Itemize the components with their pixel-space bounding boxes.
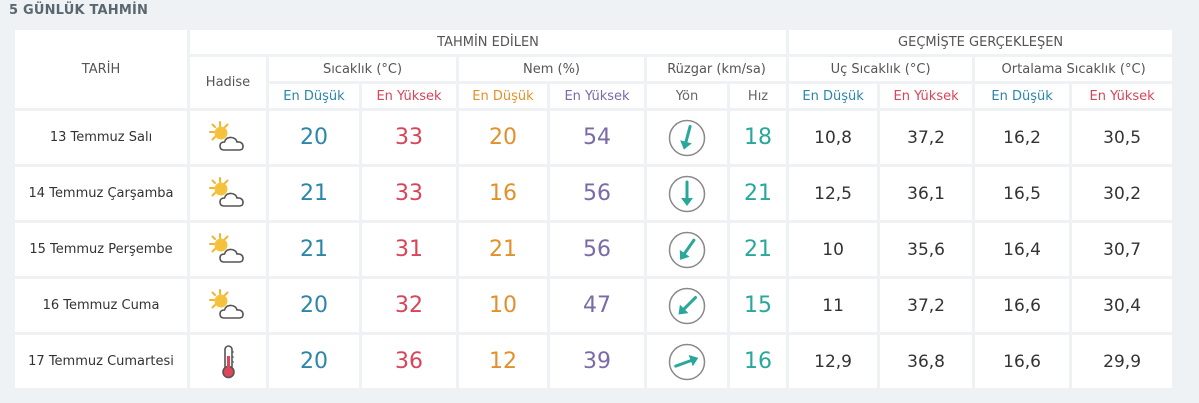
- row-avg-high: 30,7: [1072, 223, 1173, 276]
- table-row: 17 Temmuz Cumartesi 20 36 12 39 16 12,9 …: [15, 335, 1173, 388]
- header-avg-high: En Yüksek: [1072, 84, 1173, 108]
- row-avg-low: 16,5: [975, 167, 1070, 220]
- partly-cloudy-icon: [206, 232, 250, 268]
- row-event: [190, 223, 266, 276]
- header-temp-low: En Düşük: [269, 84, 359, 108]
- header-temp-high: En Yüksek: [362, 84, 456, 108]
- row-date: 16 Temmuz Cuma: [15, 279, 187, 332]
- row-temp-low: 20: [269, 335, 359, 388]
- row-ext-high: 37,2: [880, 111, 973, 164]
- row-date: 17 Temmuz Cumartesi: [15, 335, 187, 388]
- wind-direction-arrow-icon: [667, 342, 707, 382]
- row-wind-speed: 15: [730, 279, 787, 332]
- header-wind-speed: Hız: [730, 84, 787, 108]
- row-hum-low: 12: [459, 335, 547, 388]
- wind-direction-arrow-icon: [667, 286, 707, 326]
- table-row: 15 Temmuz Perşembe 21 31 21 56 21 10 35,…: [15, 223, 1173, 276]
- header-date: TARİH: [15, 30, 187, 108]
- header-hum-high: En Yüksek: [550, 84, 644, 108]
- row-ext-low: 10,8: [789, 111, 878, 164]
- partly-cloudy-icon: [206, 288, 250, 324]
- row-wind-speed: 21: [730, 167, 787, 220]
- header-humidity: Nem (%): [459, 57, 644, 81]
- row-wind-dir: [647, 223, 727, 276]
- row-event: [190, 111, 266, 164]
- header-avg-low: En Düşük: [975, 84, 1070, 108]
- row-avg-high: 30,4: [1072, 279, 1173, 332]
- row-event: [190, 335, 266, 388]
- row-hum-low: 21: [459, 223, 547, 276]
- row-wind-speed: 18: [730, 111, 787, 164]
- row-avg-high: 30,2: [1072, 167, 1173, 220]
- row-avg-low: 16,6: [975, 335, 1070, 388]
- header-ext-low: En Düşük: [789, 84, 878, 108]
- row-avg-high: 29,9: [1072, 335, 1173, 388]
- header-wind: Rüzgar (km/sa): [647, 57, 787, 81]
- wind-direction-arrow-icon: [667, 174, 707, 214]
- header-hum-low: En Düşük: [459, 84, 547, 108]
- header-avg-temp: Ortalama Sıcaklık (°C): [975, 57, 1173, 81]
- section-title: 5 GÜNLÜK TAHMİN: [9, 3, 149, 18]
- row-temp-high: 33: [362, 167, 456, 220]
- row-event: [190, 167, 266, 220]
- row-date: 15 Temmuz Perşembe: [15, 223, 187, 276]
- row-hum-low: 16: [459, 167, 547, 220]
- row-wind-dir: [647, 111, 727, 164]
- row-avg-high: 30,5: [1072, 111, 1173, 164]
- thermometer-icon: [206, 344, 250, 380]
- row-temp-low: 20: [269, 111, 359, 164]
- row-temp-high: 33: [362, 111, 456, 164]
- row-temp-low: 21: [269, 223, 359, 276]
- row-ext-high: 35,6: [880, 223, 973, 276]
- row-wind-dir: [647, 335, 727, 388]
- row-temp-low: 21: [269, 167, 359, 220]
- header-wind-dir: Yön: [647, 84, 727, 108]
- row-hum-high: 39: [550, 335, 644, 388]
- header-past-group: GEÇMİŞTE GERÇEKLEŞEN: [789, 30, 1173, 54]
- row-temp-low: 20: [269, 279, 359, 332]
- row-avg-low: 16,2: [975, 111, 1070, 164]
- wind-direction-arrow-icon: [667, 230, 707, 270]
- row-hum-high: 56: [550, 167, 644, 220]
- row-ext-high: 36,8: [880, 335, 973, 388]
- row-wind-speed: 16: [730, 335, 787, 388]
- row-wind-dir: [647, 167, 727, 220]
- table-row: 14 Temmuz Çarşamba 21 33 16 56 21 12,5 3…: [15, 167, 1173, 220]
- row-wind-dir: [647, 279, 727, 332]
- row-hum-high: 47: [550, 279, 644, 332]
- header-ext-high: En Yüksek: [880, 84, 973, 108]
- row-temp-high: 32: [362, 279, 456, 332]
- row-date: 13 Temmuz Salı: [15, 111, 187, 164]
- row-hum-low: 20: [459, 111, 547, 164]
- header-forecast-group: TAHMİN EDİLEN: [190, 30, 787, 54]
- forecast-table: TARİH TAHMİN EDİLEN GEÇMİŞTE GERÇEKLEŞEN…: [12, 27, 1175, 391]
- partly-cloudy-icon: [206, 120, 250, 156]
- row-ext-low: 12,9: [789, 335, 878, 388]
- header-temp: Sıcaklık (°C): [269, 57, 456, 81]
- row-temp-high: 31: [362, 223, 456, 276]
- row-avg-low: 16,6: [975, 279, 1070, 332]
- partly-cloudy-icon: [206, 176, 250, 212]
- table-row: 16 Temmuz Cuma 20 32 10 47 15 11 37,2 16…: [15, 279, 1173, 332]
- row-hum-low: 10: [459, 279, 547, 332]
- row-hum-high: 54: [550, 111, 644, 164]
- row-event: [190, 279, 266, 332]
- row-ext-low: 10: [789, 223, 878, 276]
- row-ext-high: 37,2: [880, 279, 973, 332]
- row-avg-low: 16,4: [975, 223, 1070, 276]
- row-date: 14 Temmuz Çarşamba: [15, 167, 187, 220]
- row-ext-high: 36,1: [880, 167, 973, 220]
- row-hum-high: 56: [550, 223, 644, 276]
- header-extreme-temp: Uç Sıcaklık (°C): [789, 57, 973, 81]
- wind-direction-arrow-icon: [667, 118, 707, 158]
- row-ext-low: 12,5: [789, 167, 878, 220]
- table-row: 13 Temmuz Salı 20 33 20 54 18 10,8 37,2 …: [15, 111, 1173, 164]
- row-ext-low: 11: [789, 279, 878, 332]
- row-wind-speed: 21: [730, 223, 787, 276]
- row-temp-high: 36: [362, 335, 456, 388]
- header-event: Hadise: [190, 57, 266, 108]
